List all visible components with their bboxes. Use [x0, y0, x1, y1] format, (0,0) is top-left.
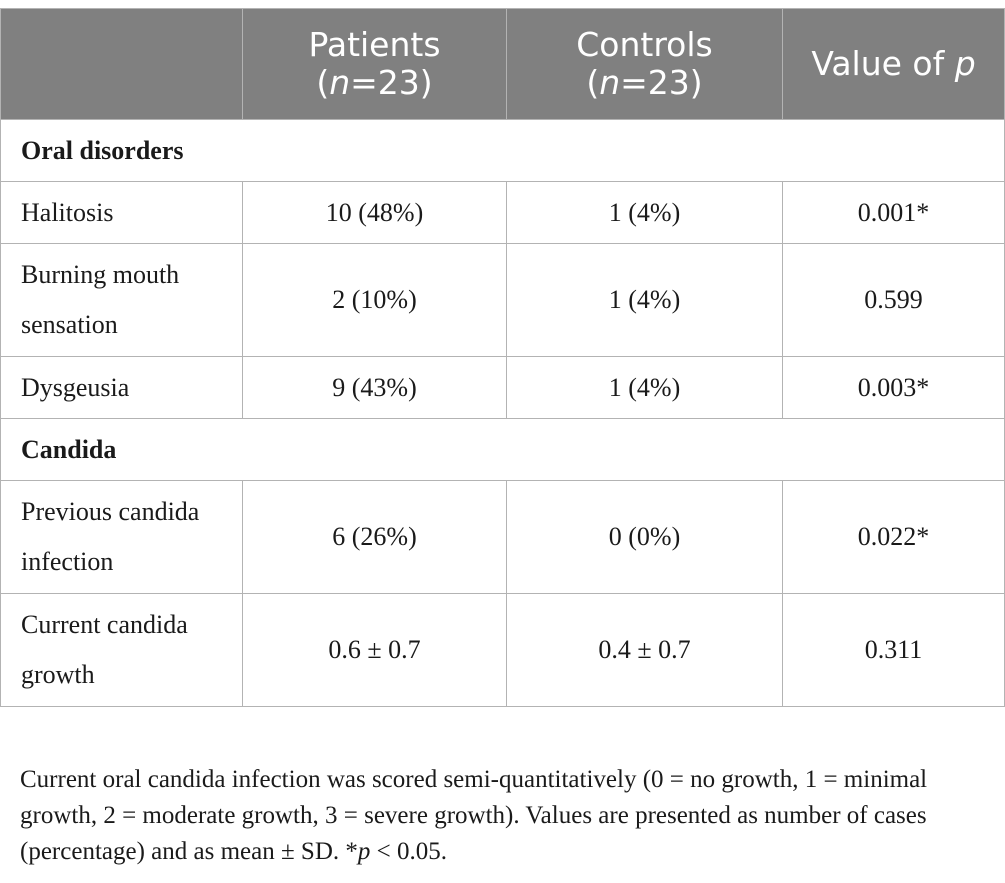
patients-cell: 0.6 ± 0.7 [242, 593, 507, 707]
patients-cell: 2 (10%) [242, 243, 507, 357]
header-p-value: Value of p [782, 8, 1005, 120]
header-controls-n-prefix: ( [586, 63, 600, 102]
header-patients-title: Patients [308, 25, 441, 64]
footnote-p-italic: p [357, 838, 371, 865]
row-label-line2: sensation [21, 310, 118, 339]
section-row: Candida [0, 418, 1005, 481]
header-p-value-italic: p [954, 44, 976, 83]
row-label: Dysgeusia [0, 356, 243, 419]
controls-cell: 1 (4%) [506, 356, 783, 419]
p-value-cell: 0.001* [782, 181, 1005, 244]
header-patients-n-suffix: =23) [350, 63, 433, 102]
row-label-line1: Current candida [21, 610, 188, 639]
patients-cell: 10 (48%) [242, 181, 507, 244]
section-title-oral-disorders: Oral disorders [0, 119, 1005, 182]
table-row: Current candida growth 0.6 ± 0.7 0.4 ± 0.… [0, 593, 1005, 707]
table-row: Halitosis 10 (48%) 1 (4%) 0.001* [0, 181, 1005, 244]
header-p-value-text: Value of [811, 44, 955, 83]
patients-cell: 9 (43%) [242, 356, 507, 419]
table-row: Burning mouth sensation 2 (10%) 1 (4%) 0.… [0, 243, 1005, 357]
controls-cell: 0.4 ± 0.7 [506, 593, 783, 707]
table-row: Previous candida infection 6 (26%) 0 (0%)… [0, 480, 1005, 594]
header-row: Patients (n=23) Controls (n=23) Value of… [0, 8, 1005, 120]
results-table: Patients (n=23) Controls (n=23) Value of… [0, 8, 1005, 707]
row-label: Burning mouth sensation [0, 243, 243, 357]
p-value-cell: 0.003* [782, 356, 1005, 419]
footnote-main: Current oral candida infection was score… [20, 766, 928, 865]
header-blank-cell [0, 8, 243, 120]
row-label-line1: Burning mouth [21, 260, 180, 289]
row-label: Previous candida infection [0, 480, 243, 594]
patients-cell: 6 (26%) [242, 480, 507, 594]
controls-cell: 1 (4%) [506, 243, 783, 357]
header-patients-n-prefix: ( [316, 63, 330, 102]
header-patients-n-letter: n [329, 63, 351, 102]
row-label-line2: growth [21, 660, 95, 689]
header-controls: Controls (n=23) [506, 8, 783, 120]
row-label-line1: Dysgeusia [21, 372, 130, 402]
header-controls-n-suffix: =23) [620, 63, 703, 102]
section-title-candida: Candida [0, 418, 1005, 481]
p-value-cell: 0.599 [782, 243, 1005, 357]
header-controls-n-letter: n [599, 63, 621, 102]
section-row: Oral disorders [0, 119, 1005, 182]
header-controls-title: Controls [576, 25, 713, 64]
controls-cell: 1 (4%) [506, 181, 783, 244]
table-row: Dysgeusia 9 (43%) 1 (4%) 0.003* [0, 356, 1005, 419]
controls-cell: 0 (0%) [506, 480, 783, 594]
header-patients: Patients (n=23) [242, 8, 507, 120]
row-label: Halitosis [0, 181, 243, 244]
p-value-cell: 0.311 [782, 593, 1005, 707]
table-footnote: Current oral candida infection was score… [20, 762, 995, 870]
footnote-tail: < 0.05. [370, 838, 447, 865]
row-label-line2: infection [21, 547, 114, 576]
row-label-line1: Halitosis [21, 197, 114, 227]
row-label: Current candida growth [0, 593, 243, 707]
row-label-line1: Previous candida [21, 497, 200, 526]
p-value-cell: 0.022* [782, 480, 1005, 594]
